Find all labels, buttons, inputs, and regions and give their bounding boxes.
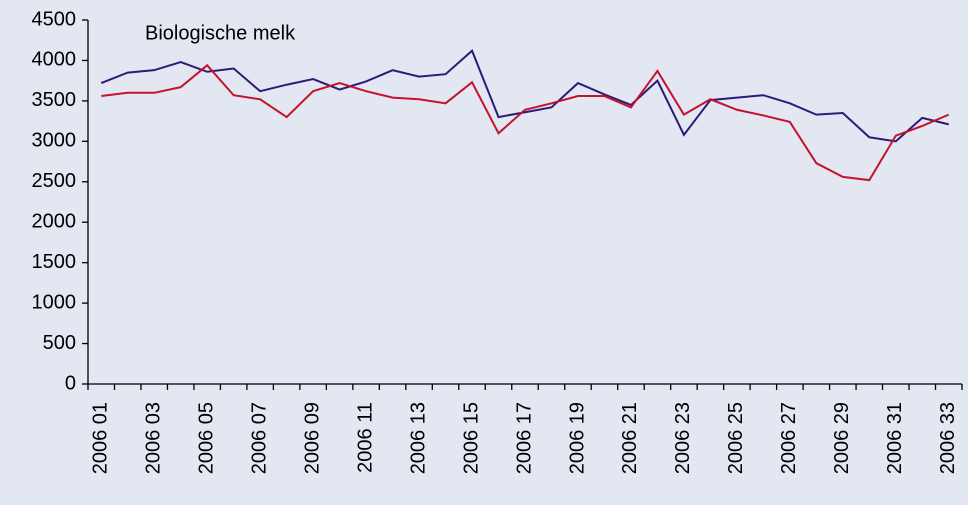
x-tick-label: 2006 17 <box>513 402 535 474</box>
y-tick-label: 4500 <box>32 8 77 30</box>
x-tick-label: 2006 23 <box>672 402 694 474</box>
x-tick-label: 2006 25 <box>725 402 747 474</box>
x-tick-label: 2006 21 <box>619 402 641 474</box>
x-tick-label: 2006 09 <box>301 402 323 474</box>
x-tick-label: 2006 05 <box>195 402 217 474</box>
y-tick-label: 3500 <box>32 89 77 111</box>
x-tick-label: 2006 31 <box>884 402 906 474</box>
x-tick-label: 2006 19 <box>566 402 588 474</box>
x-tick-label: 2006 01 <box>90 402 112 474</box>
y-tick-label: 2000 <box>32 211 77 233</box>
x-tick-label: 2006 03 <box>142 402 164 474</box>
x-tick-label: 2006 29 <box>831 402 853 474</box>
y-tick-label: 500 <box>43 332 76 354</box>
x-tick-label: 2006 07 <box>248 402 270 474</box>
y-tick-label: 2500 <box>32 170 77 192</box>
y-tick-label: 0 <box>65 372 76 394</box>
x-tick-label: 2006 33 <box>937 402 959 474</box>
y-tick-label: 4000 <box>32 49 77 71</box>
chart-title: Biologische melk <box>145 22 296 44</box>
series-line <box>100 49 949 143</box>
y-tick-label: 1000 <box>32 291 77 313</box>
x-tick-label: 2006 15 <box>460 402 482 474</box>
x-tick-label: 2006 11 <box>354 402 376 473</box>
x-tick-label: 2006 27 <box>778 402 800 474</box>
y-tick-label: 3000 <box>32 130 77 152</box>
series-line <box>101 63 950 182</box>
y-tick-label: 1500 <box>32 251 77 273</box>
x-tick-label: 2006 13 <box>407 402 429 474</box>
